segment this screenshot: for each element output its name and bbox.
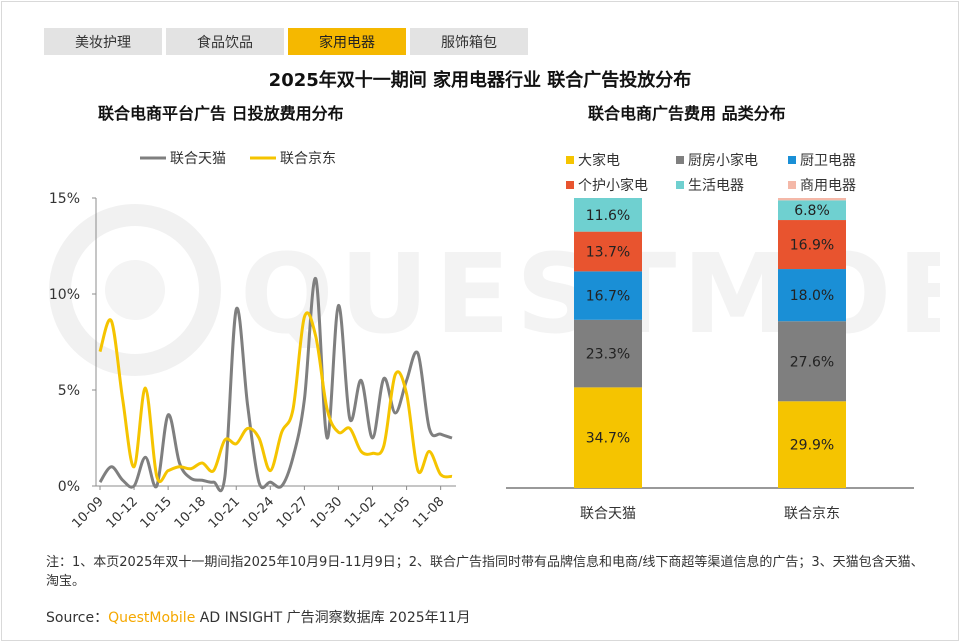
tab-food[interactable]: 食品饮品	[166, 28, 284, 55]
footnote: 注：1、本页2025年双十一期间指2025年10月9日-11月9日；2、联合广告…	[46, 555, 924, 589]
line-series-jd	[98, 311, 453, 484]
bar-legend-swatch	[566, 181, 574, 189]
line-chart-title: 联合电商平台广告 日投放费用分布	[98, 104, 344, 123]
bar-legend-label: 厨卫电器	[800, 153, 856, 169]
line-series-tmall	[98, 277, 453, 493]
bar-legend-label: 生活电器	[688, 178, 744, 194]
bar-segment-label: 11.6%	[586, 208, 630, 224]
source-prefix: Source：	[46, 610, 109, 626]
bar-legend-swatch	[566, 156, 574, 164]
bar-segment-label: 13.7%	[586, 245, 630, 261]
bar-segment	[778, 198, 846, 201]
line-chart-x-tick-label: 11-05	[376, 494, 413, 531]
category-tabs: 美妆护理 食品饮品 家用电器 服饰箱包	[44, 28, 532, 55]
line-chart-y-tick-label: 0%	[58, 479, 80, 495]
line-chart-y-tick-label: 10%	[49, 287, 80, 303]
source-brand: QuestMobile	[108, 610, 196, 626]
bar-legend-swatch	[788, 156, 796, 164]
line-chart-x-tick-label: 10-21	[206, 494, 243, 531]
bar-segment	[778, 220, 846, 270]
line-legend-label: 联合天猫	[170, 151, 226, 167]
bar-legend-label: 大家电	[578, 152, 620, 169]
line-chart-y-tick-label: 15%	[49, 191, 80, 207]
bar-segment	[574, 231, 642, 272]
line-chart-y-tick-label: 5%	[58, 383, 80, 399]
bar-segment	[574, 319, 642, 388]
bar-legend-swatch	[676, 156, 684, 164]
tab-beauty[interactable]: 美妆护理	[44, 28, 162, 55]
bar-legend-label: 个护小家电	[578, 177, 648, 194]
bar-category-label: 联合天猫	[580, 506, 636, 522]
bar-legend-swatch	[676, 181, 684, 189]
line-chart-x-tick-label: 10-30	[308, 494, 345, 531]
bar-segment-label: 27.6%	[790, 354, 834, 370]
line-chart-x-tick-label: 10-12	[104, 494, 141, 531]
bar-legend-label: 厨房小家电	[688, 152, 758, 169]
bar-segment	[574, 271, 642, 320]
bar-segment	[574, 198, 642, 232]
source-line: Source：QuestMobile AD INSIGHT 广告洞察数据库 20…	[46, 607, 470, 627]
bar-segment-label: 18.0%	[790, 288, 834, 304]
bar-segment-label: 34.7%	[586, 431, 630, 447]
bar-segment	[778, 321, 846, 402]
bar-segment	[778, 401, 846, 488]
bar-segment-label: 29.9%	[790, 438, 834, 454]
bar-segment-label: 23.3%	[586, 347, 630, 363]
page-title: 2025年双十一期间 家用电器行业 联合广告投放分布	[268, 70, 692, 91]
tab-appliances[interactable]: 家用电器	[288, 28, 406, 55]
line-chart-x-tick-label: 11-08	[410, 494, 447, 531]
line-legend-label: 联合京东	[280, 151, 336, 167]
line-chart-x-tick-label: 10-09	[70, 494, 107, 531]
line-chart-x-tick-label: 10-27	[274, 494, 311, 531]
line-chart-x-tick-label: 10-18	[172, 494, 209, 531]
line-chart-x-tick-label: 10-24	[240, 494, 277, 531]
bar-category-label: 联合京东	[784, 506, 840, 522]
bar-legend-swatch	[788, 181, 796, 189]
bar-segment-label: 16.7%	[586, 289, 630, 305]
bar-chart-title: 联合电商广告费用 品类分布	[588, 104, 786, 123]
bar-segment	[778, 200, 846, 221]
source-rest: AD INSIGHT 广告洞察数据库 2025年11月	[195, 610, 471, 626]
bar-segment	[778, 269, 846, 322]
bar-legend-label: 商用电器	[800, 178, 856, 194]
bar-segment	[574, 387, 642, 488]
line-chart-x-tick-label: 10-15	[138, 494, 175, 531]
tab-apparel[interactable]: 服饰箱包	[410, 28, 528, 55]
bar-segment-label: 6.8%	[794, 203, 830, 219]
bar-segment-label: 16.9%	[790, 238, 834, 254]
line-chart-x-tick-label: 11-02	[342, 494, 379, 531]
